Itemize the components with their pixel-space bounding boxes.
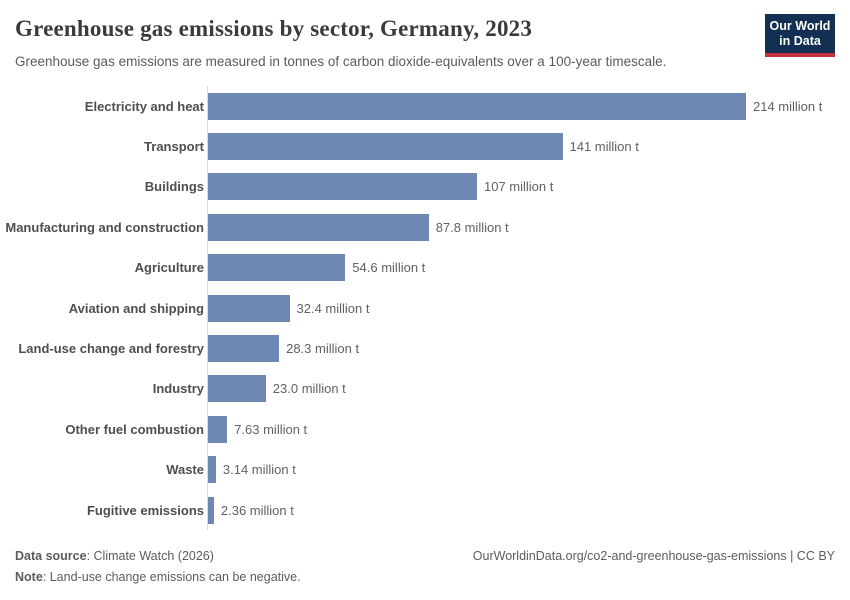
bar-row: Other fuel combustion 7.63 million t [0,409,850,450]
category-label: Agriculture [134,260,204,276]
note-line: Note: Land-use change emissions can be n… [15,567,301,588]
bar-area: 32.4 million t [207,287,850,329]
bar[interactable] [208,213,429,241]
owid-logo-line2: in Data [779,34,821,48]
bar-value-label: 23.0 million t [272,381,346,397]
bar-area: 28.3 million t [207,328,850,369]
bar-area: 141 million t [207,126,850,167]
bar-row: Aviation and shipping 32.4 million t [0,287,850,329]
bar-value-label: 87.8 million t [435,219,509,235]
bar-row: Land-use change and forestry 28.3 million… [0,328,850,369]
bar-row: Agriculture 54.6 million t [0,247,850,288]
bar[interactable] [208,375,266,403]
bar[interactable] [208,335,280,363]
bar[interactable] [208,254,346,282]
category-label: Manufacturing and construction [5,219,204,235]
bar-row: Industry 23.0 million t [0,368,850,410]
note-label: Note [15,570,43,584]
bar-value-label: 28.3 million t [286,341,360,357]
category-label: Transport [144,139,204,155]
owid-logo[interactable]: Our World in Data [765,14,835,57]
bar-area: 214 million t [207,86,850,127]
footer-left: Data source: Climate Watch (2026) Note: … [15,546,301,588]
data-source-label: Data source [15,549,87,563]
bar[interactable] [208,133,563,161]
category-label: Buildings [144,179,204,195]
bar-value-label: 54.6 million t [352,260,426,276]
bar-area: 87.8 million t [207,207,850,248]
category-label: Land-use change and forestry [18,341,204,357]
data-source-value: : Climate Watch (2026) [86,549,214,563]
bar-value-label: 214 million t [753,98,823,114]
category-label: Industry [152,381,204,397]
page-title: Greenhouse gas emissions by sector, Germ… [15,16,533,41]
bar-value-label: 2.36 million t [220,502,294,518]
bar-value-label: 7.63 million t [234,421,308,437]
bar-area: 7.63 million t [207,409,850,450]
note-value: : Land-use change emissions can be negat… [42,570,301,584]
category-label: Waste [166,462,204,478]
chart-subtitle: Greenhouse gas emissions are measured in… [15,54,667,69]
bar-value-label: 107 million t [484,179,554,195]
bar-row: Transport 141 million t [0,126,850,167]
bar[interactable] [208,456,216,484]
bar-area: 54.6 million t [207,247,850,288]
bar[interactable] [208,415,228,443]
category-label: Electricity and heat [84,98,204,114]
bar-row: Manufacturing and construction 87.8 milli… [0,207,850,248]
chart-footer: Data source: Climate Watch (2026) Note: … [15,546,835,588]
bar-rows: Electricity and heat 214 million t Transpo… [0,86,850,531]
bar-row: Electricity and heat 214 million t [0,86,850,127]
bar[interactable] [208,496,214,524]
bar-value-label: 3.14 million t [222,462,296,478]
bar-area: 107 million t [207,166,850,208]
bar-row: Buildings 107 million t [0,166,850,208]
bar-area: 23.0 million t [207,368,850,410]
data-source-line: Data source: Climate Watch (2026) [15,546,301,567]
bar-value-label: 141 million t [569,139,639,155]
category-label: Other fuel combustion [65,421,204,437]
bar-row: Waste 3.14 million t [0,449,850,490]
bar-area: 2.36 million t [207,489,850,531]
bar[interactable] [208,92,746,120]
category-label: Fugitive emissions [86,502,204,518]
bar[interactable] [208,294,290,322]
bar-row: Fugitive emissions 2.36 million t [0,489,850,531]
category-label: Aviation and shipping [68,300,204,316]
footer-url[interactable]: OurWorldinData.org/co2-and-greenhouse-ga… [472,549,835,563]
owid-logo-line1: Our World [769,19,831,33]
bar-area: 3.14 million t [207,449,850,490]
bar-value-label: 32.4 million t [296,300,370,316]
bar[interactable] [208,173,477,201]
